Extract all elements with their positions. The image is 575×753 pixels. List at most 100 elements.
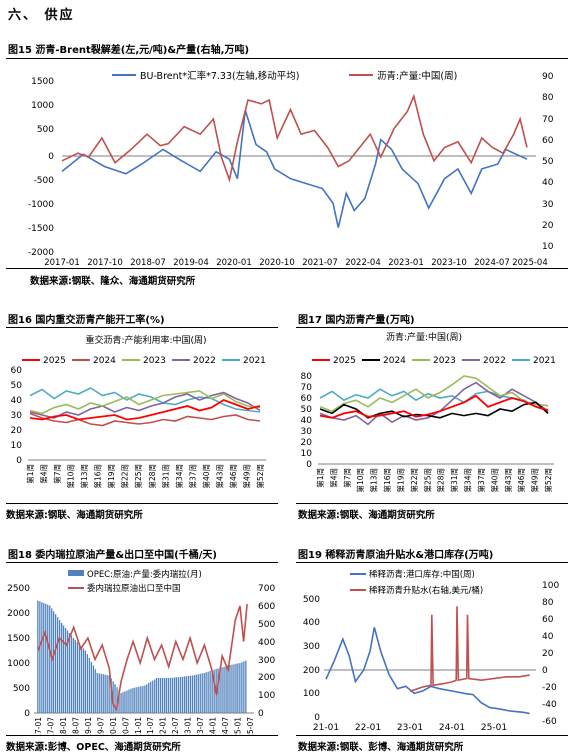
fig18-xtick: 22-01 [159,717,168,735]
fig15-series-output-line [61,93,528,183]
fig18-production-bar [209,671,211,713]
fig16-xtick: 第13周 [79,464,89,489]
fig18-legend-label-exports: 委内瑞拉原油出口至中国 [87,583,181,594]
fig17-xtick: 第1周 [315,468,325,488]
fig18-title: 图18 委内瑞拉原油产量&出口至中国(千桶/天) [8,550,217,561]
fig15-legend-label-bu: BU-Brent*汇率*7.33(左轴,移动平均) [140,70,299,82]
fig18-production-bar [203,673,205,713]
fig15-right-axis: 90 80 70 60 50 40 30 20 10 0 [542,72,554,252]
fig18-top-rule [6,562,278,563]
fig19-bottom-rule [296,735,568,736]
fig18-production-bar [144,685,146,713]
fig19-ytick-right: 80 [542,598,554,608]
fig18-production-bar [225,666,227,713]
fig17-xtick: 第52周 [543,468,553,493]
fig15-legend-label-output: 沥青:产量:中国(周) [377,70,457,82]
fig18-production-bar [160,678,162,713]
fig17-xtick: 第25周 [422,468,432,493]
fig18-production-bar [195,674,197,713]
fig19-ytick-right: -60 [542,717,557,727]
fig16-xtick: 第28周 [147,464,157,489]
fig18-xtick: 21-01 [134,717,143,735]
fig18-production-bar [241,662,243,713]
fig16-legend-label-2022: 2022 [193,356,216,366]
fig18-production-bar [49,605,51,713]
fig18-ytick-right: 100 [258,691,275,701]
fig18-xtick: 19-07 [96,717,105,735]
fig18-production-bar [39,601,41,713]
fig15-ytick-right: 20 [542,221,554,231]
fig16-chart: 重交沥青:产能利用率:中国(周) 2025 2024 2023 2022 202… [11,334,266,489]
fig19-ytick-right: 40 [542,632,554,642]
fig19-series-stock-line [325,627,530,715]
fig17-xtick: 第43周 [503,468,513,493]
fig18-production-bar [128,689,130,713]
fig15-ytick-right: 90 [542,72,554,82]
fig16-xtick: 第46周 [228,464,238,489]
fig18-ytick-left: 1000 [7,659,30,669]
fig16-y-axis: 60 50 40 30 20 10 0 [11,366,23,466]
fig18-production-bar [142,685,144,713]
fig18-production-bar [118,690,120,713]
fig18-legend-label-production: OPEC:原油:产量:委内瑞拉(月) [87,569,202,580]
fig18-ytick-right: 500 [258,620,275,630]
fig18-production-bar [197,674,199,713]
fig17-chart: 沥青:产量:中国(周) 2025 2024 2023 2022 2021 80 … [301,331,556,493]
fig18-production-bar [120,693,122,713]
fig18-production-bar [205,672,207,713]
fig15-source: 数据来源:钢联、隆众、海通期货研究所 [30,276,196,287]
fig15-xtick: 2024-07 [474,258,510,268]
fig15-ytick-right: 60 [542,136,554,146]
fig16-ytick: 50 [11,381,23,391]
fig19-ytick-left: 300 [303,642,320,652]
fig18-production-bar [136,687,138,713]
fig15-xtick: 2021-07 [302,258,338,268]
fig18-production-bar [189,675,191,713]
fig18-xtick: 19-01 [84,717,93,735]
fig16-xtick: 第37周 [187,464,197,489]
section-title: 六、 供应 [8,8,75,23]
fig18-production-bar [78,644,81,713]
fig18-production-bar [98,673,100,713]
fig18-bars [37,600,247,713]
fig18-production-bar [37,600,39,713]
fig16-xtick: 第34周 [174,464,184,489]
fig18-right-axis: 700 600 500 400 300 200 100 0 [258,584,275,719]
fig19-ytick-right: -20 [542,683,557,693]
fig15-ytick-left: 0 [48,152,54,162]
fig17-ytick: 40 [301,416,313,426]
fig18-left-axis: 2500 2000 1500 1000 500 0 [7,584,30,719]
fig17-xtick: 第4周 [328,468,338,488]
fig18-production-bar [62,625,65,713]
fig17-ytick: 80 [301,372,313,382]
fig18-ytick-left: 1500 [7,634,30,644]
fig17-xtick: 第22周 [409,468,419,493]
fig18-ytick-right: 600 [258,602,275,612]
fig18-xtick: 21-07 [146,717,155,735]
fig18-production-bar [140,686,142,713]
fig18-production-bar [146,684,148,713]
fig18-xtick: 17-07 [47,717,56,735]
fig19-ytick-right: 100 [542,581,559,591]
fig18-production-bar [162,678,164,713]
fig18-production-bar [175,677,178,713]
fig18-production-bar [154,679,156,713]
fig16-xtick: 第25周 [133,464,143,489]
fig16-series-2022-line [29,391,261,419]
fig15-ytick-right: 50 [542,157,554,167]
fig15-ytick-right: 80 [542,93,554,103]
fig19-xtick: 25-01 [481,723,507,733]
fig18-production-bar [233,664,235,713]
fig15-top-rule [6,58,568,59]
fig17-xtick: 第13周 [369,468,379,493]
fig18-production-bar [169,677,172,713]
fig17-legend-label-2022: 2022 [483,356,506,366]
fig18-production-bar [217,668,219,713]
fig18-production-bar [181,676,184,713]
fig18-production-bar [110,678,112,713]
fig15-xtick: 2023-01 [388,258,424,268]
fig17-series-2025-line [319,394,549,419]
fig19-x-axis: 21-01 22-01 23-01 24-01 25-01 [313,723,507,733]
fig18-production-bar [53,611,55,713]
fig16-ytick: 20 [11,426,23,436]
